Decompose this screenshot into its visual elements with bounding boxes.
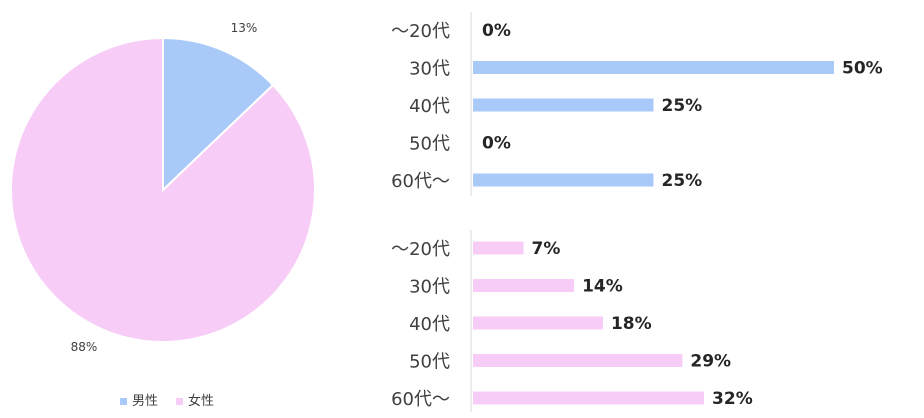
bar-value-label-1-3: 0%: [482, 134, 511, 154]
pie-slice-1: [10, 36, 316, 343]
bar-2-4: [473, 391, 705, 405]
bar-value-label-1-2: 25%: [662, 96, 703, 116]
bar-category-label-1-2: 40代: [409, 96, 450, 117]
legend-swatch-0: [120, 398, 127, 405]
bar-2-0: [473, 241, 524, 255]
legend-swatch-1: [176, 398, 183, 405]
bar-category-label-1-1: 30代: [409, 59, 450, 80]
bar-category-label-2-1: 30代: [409, 277, 450, 298]
bar-1-1: [473, 61, 834, 74]
bar-2-3: [473, 354, 683, 367]
bar-1-2: [473, 98, 654, 112]
legend-label-0: 男性: [132, 394, 158, 409]
bar-value-label-2-1: 14%: [582, 277, 623, 297]
bar-2-1: [473, 279, 575, 292]
bar-category-label-2-3: 50代: [409, 352, 450, 373]
bar-value-label-2-0: 7%: [532, 239, 561, 259]
bar-1-4: [473, 173, 654, 187]
bar-value-label-1-1: 50%: [842, 59, 883, 79]
bar-category-label-1-3: 50代: [409, 134, 450, 155]
bar-value-label-2-2: 18%: [611, 314, 652, 334]
pie-slice-label-0: 13%: [231, 21, 258, 35]
pie-slice-label-1: 88%: [71, 340, 98, 354]
bar-category-label-2-4: 60代〜: [391, 389, 450, 410]
bar-category-label-2-2: 40代: [409, 314, 450, 335]
bar-category-label-1-4: 60代〜: [391, 171, 450, 192]
bar-value-label-1-0: 0%: [482, 21, 511, 41]
pie-slice-0: [162, 36, 275, 193]
bar-value-label-1-4: 25%: [662, 171, 703, 191]
bar-category-label-1-0: 〜20代: [391, 21, 450, 42]
legend-label-1: 女性: [188, 393, 214, 409]
bar-2-2: [473, 316, 603, 330]
bar-category-label-2-0: 〜20代: [391, 239, 450, 260]
bar-value-label-2-3: 29%: [690, 352, 731, 372]
bar-value-label-2-4: 32%: [712, 389, 753, 409]
